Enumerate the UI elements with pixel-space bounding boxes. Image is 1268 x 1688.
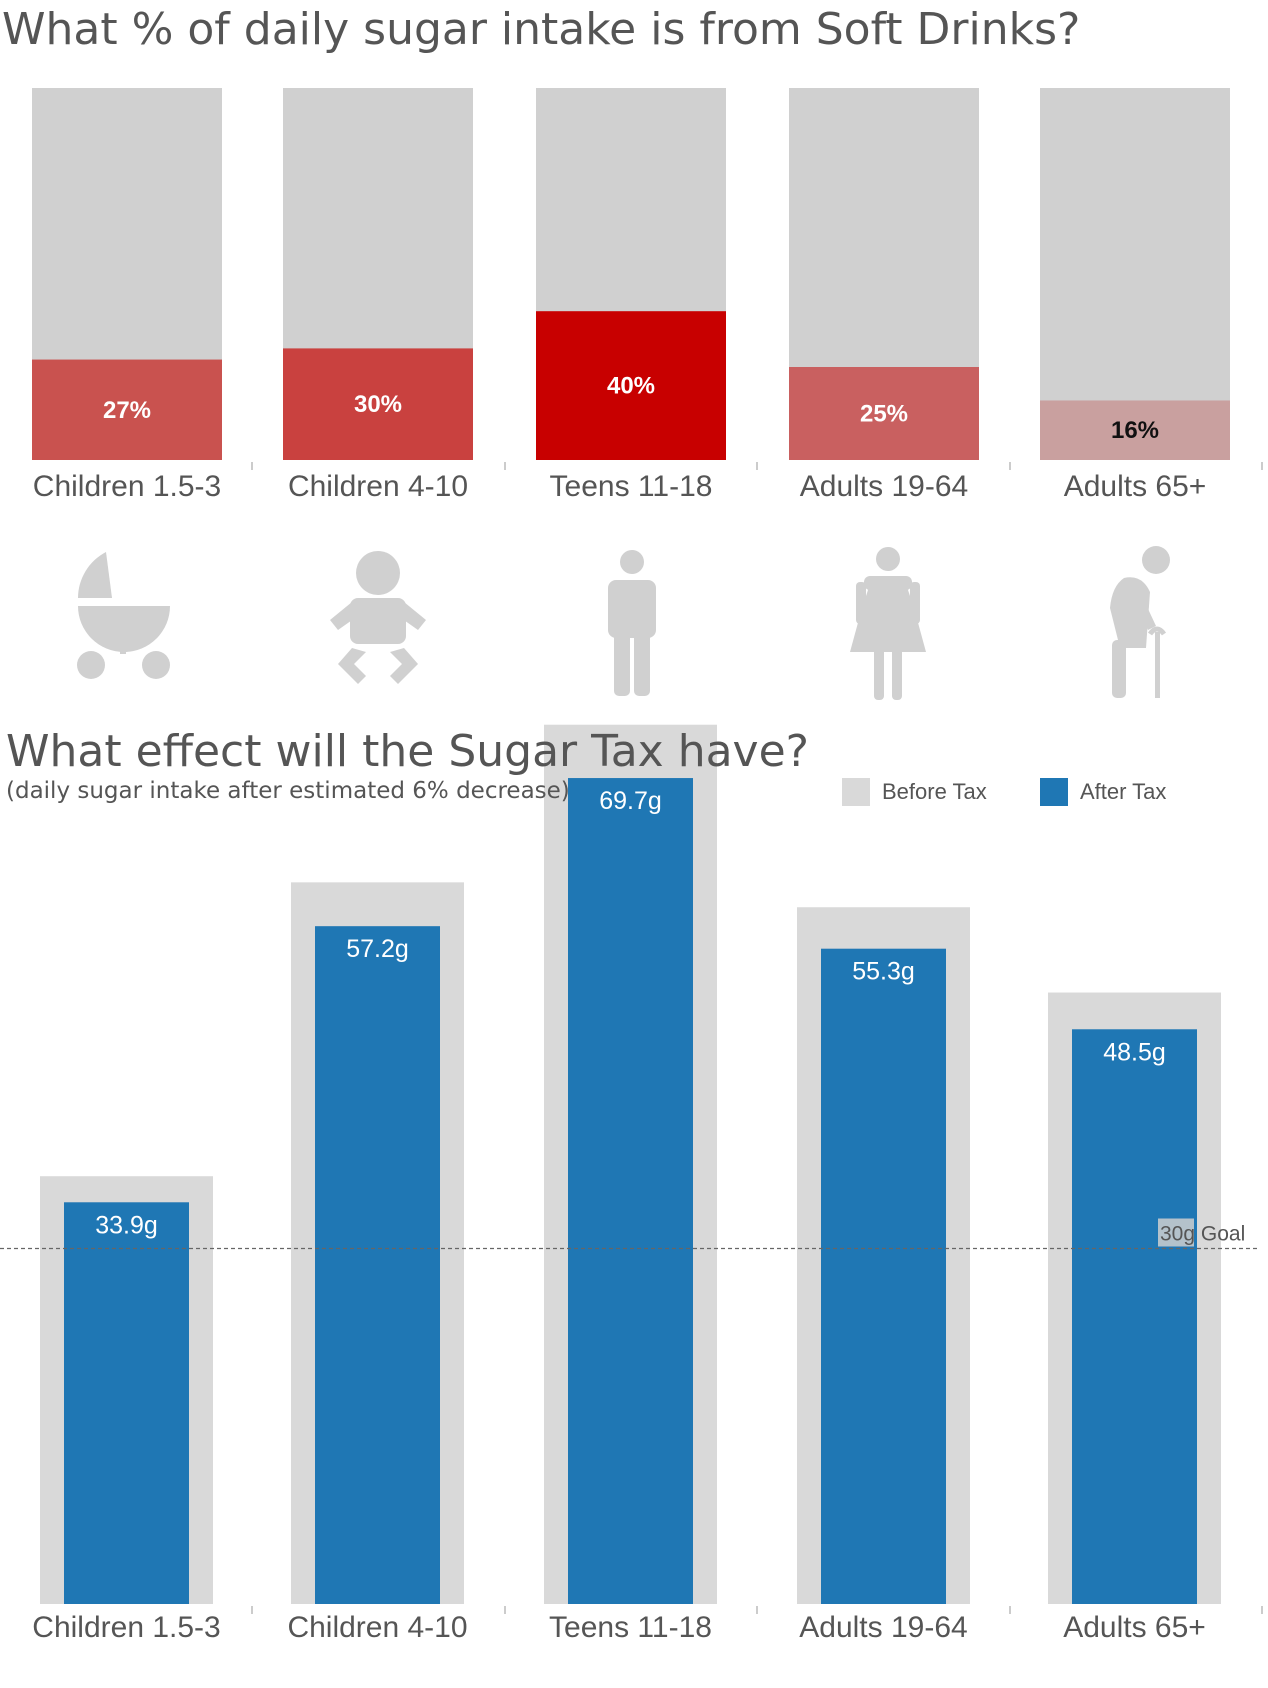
legend-item-after-tax: After Tax bbox=[1040, 778, 1166, 806]
category-label: Children 4-10 bbox=[287, 1611, 467, 1644]
data-label: 69.7g bbox=[599, 787, 662, 815]
category-label: Teens 11-18 bbox=[550, 470, 713, 503]
legend-swatch-after-tax bbox=[1040, 778, 1068, 806]
data-label: 55.3g bbox=[852, 958, 915, 986]
chart-2-subtitle: (daily sugar intake after estimated 6% d… bbox=[6, 778, 570, 804]
bar-after-tax bbox=[1072, 1029, 1197, 1604]
category-label: Adults 65+ bbox=[1064, 470, 1207, 503]
legend-label-after-tax: After Tax bbox=[1080, 779, 1167, 804]
category-label: Adults 19-64 bbox=[799, 1611, 967, 1644]
teen-person-icon bbox=[608, 550, 656, 696]
data-label: 30% bbox=[354, 391, 402, 418]
category-label: Adults 65+ bbox=[1063, 1611, 1206, 1644]
data-label: 57.2g bbox=[346, 935, 409, 963]
elderly-person-icon bbox=[1110, 546, 1170, 698]
category-label: Children 1.5-3 bbox=[32, 1611, 220, 1644]
age-group-icons bbox=[77, 546, 1170, 700]
bar-after-tax bbox=[821, 948, 946, 1604]
bar-background bbox=[1040, 88, 1230, 460]
category-label: Teens 11-18 bbox=[549, 1611, 712, 1644]
data-label: 40% bbox=[607, 373, 655, 400]
bar-after-tax bbox=[315, 926, 440, 1604]
bar bbox=[1040, 400, 1230, 460]
soft-drinks-percent-chart: 27% Children 1.5-3 30% Children 4-10 40% Teen… bbox=[32, 88, 1263, 503]
bar-after-tax bbox=[568, 778, 693, 1604]
category-label: Children 4-10 bbox=[288, 470, 468, 503]
bar bbox=[283, 348, 473, 460]
category-label: Children 1.5-3 bbox=[33, 470, 221, 503]
data-label: 25% bbox=[860, 401, 908, 428]
data-label: 33.9g bbox=[95, 1211, 158, 1239]
bar bbox=[32, 359, 222, 460]
sugar-tax-effect-chart: 33.9g Children 1.5-3 57.2g Children 4-10 69.… bbox=[0, 724, 1263, 1644]
legend-item-before-tax: Before Tax bbox=[842, 778, 987, 806]
data-label: 16% bbox=[1111, 417, 1159, 444]
goal-label-background bbox=[1158, 1218, 1194, 1247]
chart-2-title: What effect will the Sugar Tax have? bbox=[6, 726, 809, 777]
chart-1-title: What % of daily sugar intake is from Sof… bbox=[2, 4, 1081, 55]
woman-icon bbox=[850, 547, 926, 700]
bar-after-tax bbox=[64, 1202, 189, 1604]
bar bbox=[536, 311, 726, 460]
data-label: 27% bbox=[103, 397, 151, 424]
category-label: Adults 19-64 bbox=[800, 470, 968, 503]
data-label: 48.5g bbox=[1103, 1038, 1166, 1066]
legend-label-before-tax: Before Tax bbox=[882, 779, 987, 804]
goal-label: 30g Goal bbox=[1160, 1223, 1245, 1246]
legend-swatch-before-tax bbox=[842, 778, 870, 806]
bar bbox=[789, 367, 979, 460]
baby-icon bbox=[330, 551, 426, 684]
stroller-icon bbox=[77, 552, 170, 679]
